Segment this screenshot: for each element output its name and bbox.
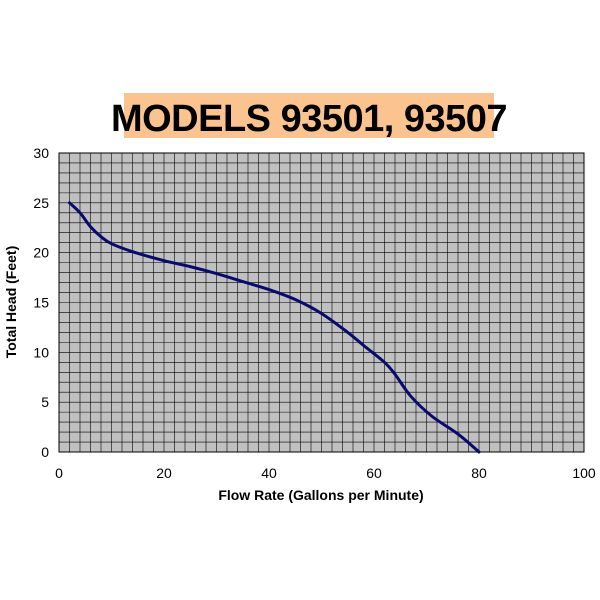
chart-title-background xyxy=(124,93,494,138)
x-tick-label: 80 xyxy=(471,465,487,481)
y-tick-label: 30 xyxy=(33,145,49,161)
y-tick-label: 25 xyxy=(33,195,49,211)
series-layer xyxy=(68,201,481,454)
x-axis-tick-labels: 0 20 40 60 80 100 xyxy=(55,465,596,481)
y-axis-title: Total Head (Feet) xyxy=(3,246,19,359)
x-axis-title: Flow Rate (Gallons per Minute) xyxy=(218,487,423,503)
x-tick-label: 0 xyxy=(55,465,63,481)
y-tick-label: 15 xyxy=(33,295,49,311)
x-tick-label: 100 xyxy=(572,465,596,481)
x-tick-label: 40 xyxy=(261,465,277,481)
x-tick-label: 20 xyxy=(156,465,172,481)
pump-curve-line xyxy=(68,201,481,454)
gridlines xyxy=(59,153,584,452)
y-tick-label: 0 xyxy=(41,444,49,460)
x-tick-label: 60 xyxy=(366,465,382,481)
chart-title: MODELS 93501, 93507 xyxy=(111,98,507,140)
plot-border xyxy=(58,152,585,453)
y-tick-label: 5 xyxy=(41,394,49,410)
y-tick-label: 20 xyxy=(33,245,49,261)
y-tick-label: 10 xyxy=(33,344,49,360)
y-axis-tick-labels: 0 5 10 15 20 25 30 xyxy=(33,145,49,460)
